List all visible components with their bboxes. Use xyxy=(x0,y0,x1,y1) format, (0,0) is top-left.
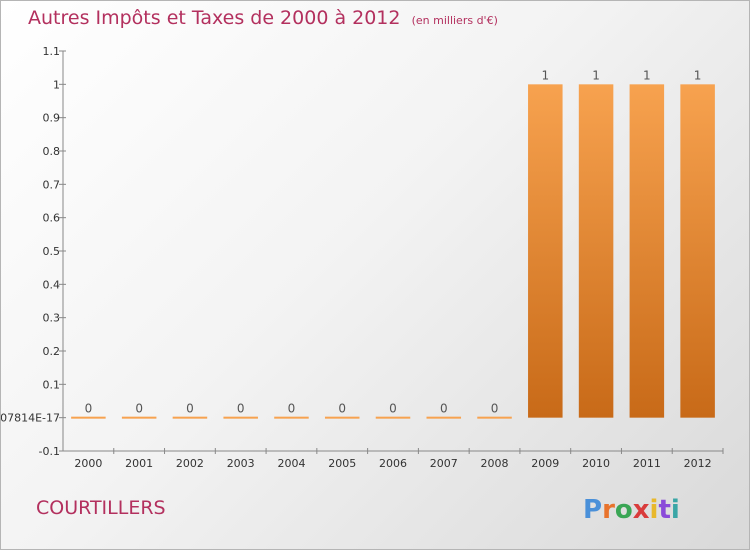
x-tick-label: 2001 xyxy=(125,457,153,470)
y-tick-label: 0.6 xyxy=(43,212,61,225)
data-label: 1 xyxy=(592,68,600,82)
y-tick-label: 1 xyxy=(53,78,60,91)
data-label: 0 xyxy=(288,402,296,416)
data-label: 1 xyxy=(694,68,702,82)
logo-letter: t xyxy=(658,495,670,525)
y-tick-label: 0.3 xyxy=(43,312,61,325)
data-label: 0 xyxy=(186,402,194,416)
y-tick-label: 1.3877787807814E-17 xyxy=(1,412,60,425)
y-tick-label: 0.9 xyxy=(43,112,61,125)
y-tick-label: 0.5 xyxy=(43,245,61,258)
svg-text:Proxiti: Proxiti xyxy=(583,495,680,525)
chart-unit: (en milliers d'€) xyxy=(411,14,498,27)
y-tick-label: 0.7 xyxy=(43,178,61,191)
chart-bars xyxy=(71,84,715,419)
bar xyxy=(71,416,106,419)
x-tick-label: 2010 xyxy=(582,457,610,470)
logo-letter: i xyxy=(650,495,659,525)
bar xyxy=(223,416,258,419)
y-tick-label: 0.8 xyxy=(43,145,61,158)
y-tick-label: 0.4 xyxy=(43,278,61,291)
data-label: 0 xyxy=(237,402,245,416)
data-label: 1 xyxy=(643,68,651,82)
y-tick-label: 0.1 xyxy=(43,378,61,391)
x-tick-label: 2003 xyxy=(227,457,255,470)
chart-title-block: Autres Impôts et Taxes de 2000 à 2012 (e… xyxy=(28,7,498,29)
data-label: 0 xyxy=(491,402,499,416)
bar xyxy=(375,416,411,419)
bar xyxy=(528,84,563,418)
bar xyxy=(172,416,208,419)
bar xyxy=(121,416,157,419)
logo-letter: P xyxy=(583,495,602,525)
logo-letter: o xyxy=(615,495,633,525)
proxiti-logo[interactable]: Proxiti xyxy=(583,490,693,530)
x-tick-label: 2007 xyxy=(430,457,458,470)
bar xyxy=(477,416,512,419)
y-tick-label: 0.2 xyxy=(43,345,61,358)
x-tick-label: 2012 xyxy=(684,457,712,470)
x-tick-label: 2008 xyxy=(481,457,509,470)
bar xyxy=(629,84,665,418)
x-tick-label: 2005 xyxy=(328,457,356,470)
bar xyxy=(578,84,614,418)
chart-title: Autres Impôts et Taxes de 2000 à 2012 xyxy=(28,7,401,29)
data-label: 0 xyxy=(338,402,346,416)
data-label: 1 xyxy=(541,68,549,82)
commune-name: COURTILLERS xyxy=(36,497,166,519)
x-tick-label: 2004 xyxy=(277,457,305,470)
logo-letter: x xyxy=(633,495,650,525)
data-label: 0 xyxy=(440,402,448,416)
bar xyxy=(324,416,360,419)
logo-letter: i xyxy=(671,495,680,525)
chart-axes xyxy=(59,50,724,454)
logo-letter: r xyxy=(602,495,615,525)
bar xyxy=(426,416,462,419)
bar xyxy=(274,416,309,419)
data-label: 0 xyxy=(85,402,93,416)
bar xyxy=(680,84,715,418)
data-label: 0 xyxy=(135,402,143,416)
y-tick-label: 1.1 xyxy=(43,45,61,58)
x-tick-label: 2006 xyxy=(379,457,407,470)
x-tick-label: 2000 xyxy=(74,457,102,470)
x-tick-label: 2009 xyxy=(531,457,559,470)
y-tick-label: -0.1 xyxy=(39,445,60,458)
x-tick-label: 2011 xyxy=(633,457,661,470)
data-label: 0 xyxy=(389,402,397,416)
x-tick-label: 2002 xyxy=(176,457,204,470)
chart-labels: -0.1 1.3877787807814E-17 0.1 0.2 0.3 0.4 0.5 0.… xyxy=(1,45,712,470)
